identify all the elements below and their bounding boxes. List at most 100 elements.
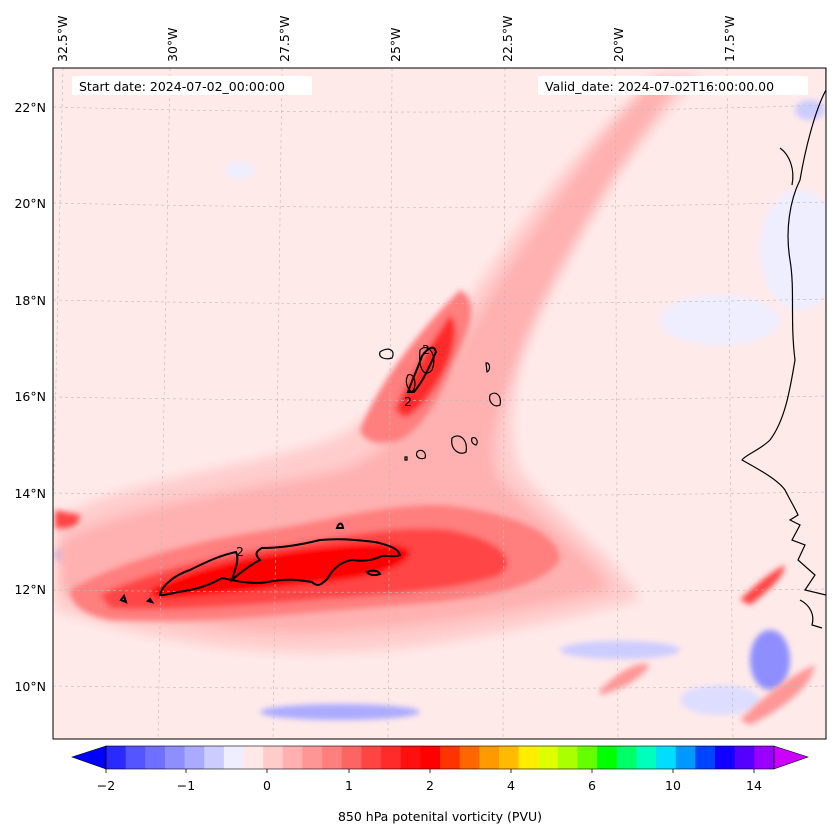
start-date-text: Start date: 2024-07-02_00:00:00 <box>79 79 285 94</box>
colorbar-cell <box>557 746 578 769</box>
contour-main <box>158 538 402 597</box>
colorbar-cell <box>361 746 382 769</box>
colorbar-cell <box>184 746 205 769</box>
island-boa-vista <box>489 392 501 407</box>
lat-label: 16°N <box>14 389 46 404</box>
colorbar-tick-label: 10 <box>665 778 681 793</box>
latitude-labels: 22°N 20°N 18°N 16°N 14°N 12°N 10°N <box>14 100 46 694</box>
colorbar-tick-label: 2 <box>426 778 434 793</box>
contour-labels: 2 2 2 <box>236 342 430 559</box>
colorbar-cell <box>459 746 480 769</box>
pv-shade-5 <box>150 543 410 598</box>
negative-patch <box>560 641 680 659</box>
colorbar-cell <box>695 746 716 769</box>
lat-label: 10°N <box>14 679 46 694</box>
valid-date-text: Valid_date: 2024-07-02T16:00:00.00 <box>545 79 774 94</box>
colorbar-cell <box>341 746 362 769</box>
colorbar-cell <box>498 746 519 769</box>
colorbar: −2 −1 0 1 2 4 6 10 14 850 hPa potenital … <box>71 745 809 824</box>
pv-shade-11 <box>740 665 815 725</box>
pv-contour-2 <box>119 346 438 604</box>
colorbar-cell <box>322 746 343 769</box>
colorbar-cell <box>518 746 539 769</box>
pv-shade-10 <box>600 663 650 695</box>
island-fogo <box>415 449 426 460</box>
colorbar-extend-low <box>71 745 107 770</box>
contour-small <box>119 593 128 604</box>
colorbar-tick-label: −2 <box>97 778 115 793</box>
colorbar-tick-label: −1 <box>177 778 195 793</box>
lat-label: 12°N <box>14 582 46 597</box>
colorbar-cell <box>597 746 618 769</box>
coastline-segment <box>779 147 794 186</box>
colorbar-cell <box>675 746 696 769</box>
map-frame <box>52 67 827 740</box>
colorbar-cell <box>754 746 775 769</box>
negative-patch <box>750 630 790 690</box>
colorbar-extend-high <box>773 745 809 770</box>
lat-label: 20°N <box>14 196 46 211</box>
map-panel: 2 2 2 Start date: 2024-07-02_00:00:00 Va… <box>52 67 827 740</box>
island-sal <box>485 362 491 373</box>
negative-patch <box>680 685 760 715</box>
colorbar-cell <box>636 746 657 769</box>
lon-label: 20°W <box>611 27 626 62</box>
colorbar-cell <box>656 746 677 769</box>
colorbar-cell <box>734 746 755 769</box>
negative-patch <box>660 295 780 345</box>
colorbar-tick-label: 0 <box>263 778 271 793</box>
colorbar-tick-label: 1 <box>345 778 353 793</box>
contour-small <box>335 522 345 529</box>
contour-small <box>365 569 382 577</box>
longitude-labels: 32.5°W 30°W 27.5°W 25°W 22.5°W 20°W 17.5… <box>55 16 737 62</box>
colorbar-cell <box>263 746 284 769</box>
colorbar-tick-labels: −2 −1 0 1 2 4 6 10 14 <box>97 778 762 793</box>
colorbar-cell <box>302 746 323 769</box>
lon-label: 30°W <box>165 27 180 62</box>
contour-label: 2 <box>422 342 430 357</box>
colorbar-cell <box>479 746 500 769</box>
contour-small <box>146 597 155 604</box>
colorbar-cell <box>125 746 146 769</box>
lon-label: 27.5°W <box>277 16 292 62</box>
pv-band-core <box>55 290 815 725</box>
colorbar-cell <box>440 746 461 769</box>
colorbar-cell <box>381 746 402 769</box>
colorbar-cell <box>400 746 421 769</box>
pv-field: 2 2 2 <box>53 68 826 739</box>
colorbar-cell <box>420 746 441 769</box>
island-santiago <box>451 435 467 454</box>
island-brava <box>404 456 408 461</box>
colorbar-cell <box>538 746 559 769</box>
colorbar-cell <box>715 746 736 769</box>
lon-label: 32.5°W <box>55 16 70 62</box>
colorbar-tick-label: 4 <box>507 778 515 793</box>
africa-coastline <box>741 68 826 596</box>
colorbar-title: 850 hPa potenital vorticity (PVU) <box>338 809 542 824</box>
contour-label: 2 <box>236 544 244 559</box>
lon-label: 22.5°W <box>500 16 515 62</box>
lat-label: 14°N <box>14 486 46 501</box>
negative-patch <box>760 190 826 310</box>
colorbar-cell <box>243 746 264 769</box>
gridlines <box>53 68 826 739</box>
colorbar-frame <box>105 745 775 770</box>
colorbar-cell <box>616 746 637 769</box>
start-date-box <box>72 76 312 95</box>
colorbar-cell <box>145 746 166 769</box>
lat-label: 22°N <box>14 100 46 115</box>
colorbar-tick-label: 6 <box>588 778 596 793</box>
colorbar-cell <box>204 746 225 769</box>
lat-label: 18°N <box>14 293 46 308</box>
colorbar-tick-label: 14 <box>746 778 762 793</box>
colorbar-cell <box>577 746 598 769</box>
coastline-segment <box>799 599 823 629</box>
lon-label: 17.5°W <box>722 16 737 62</box>
pv-shade-8 <box>740 565 785 605</box>
contour-north <box>406 346 438 393</box>
negative-patch <box>260 704 420 720</box>
lon-label: 25°W <box>388 27 403 62</box>
colorbar-cells <box>106 746 775 769</box>
colorbar-ticks <box>105 769 755 773</box>
